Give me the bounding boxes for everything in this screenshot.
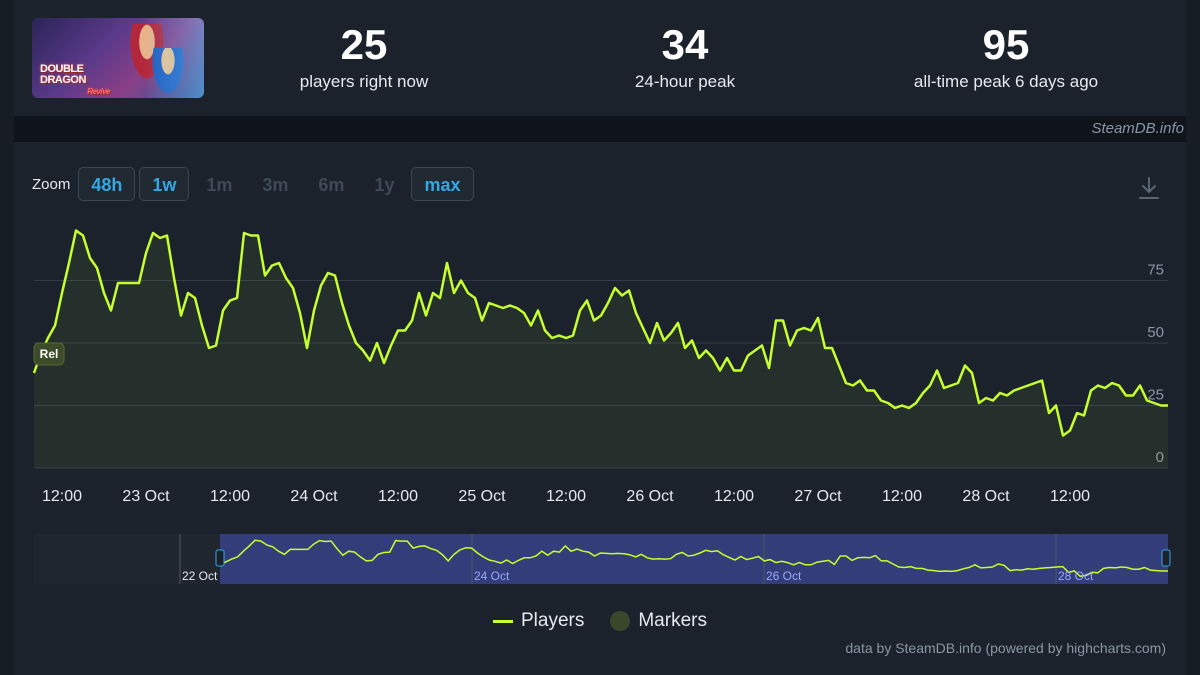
zoom-controls: Zoom 48h 1w 1m 3m 6m 1y max bbox=[32, 166, 478, 202]
stats-header: DOUBLE DRAGON Revive 25 players right no… bbox=[14, 0, 1186, 116]
thumbnail-glow bbox=[144, 18, 204, 98]
navigator-handle-left[interactable] bbox=[215, 549, 225, 567]
legend-item-markers[interactable]: Markers bbox=[610, 610, 707, 632]
chart-panel: 0 25 50 75 12:00 23 Oct 12:00 24 Oct 12:00 25 Oc… bbox=[14, 142, 1186, 675]
range-navigator[interactable]: 22 Oct 24 Oct 26 Oct 28 Oct bbox=[34, 534, 1171, 584]
stat-24h-peak: 34 24-hour peak bbox=[555, 22, 815, 92]
navigator-date-label: 22 Oct bbox=[182, 569, 218, 583]
players-series-line[interactable] bbox=[32, 229, 1168, 437]
x-tick-label: 26 Oct bbox=[626, 488, 674, 505]
x-tick-label: 12:00 bbox=[714, 488, 754, 505]
y-tick-label: 25 bbox=[1147, 387, 1164, 404]
release-marker-label: Rel bbox=[40, 347, 59, 361]
x-tick-label: 24 Oct bbox=[290, 488, 338, 505]
stat-value: 34 bbox=[661, 21, 709, 68]
zoom-label: Zoom bbox=[32, 175, 71, 193]
watermark-bar: SteamDB.info bbox=[14, 116, 1186, 142]
legend-marker-swatch bbox=[610, 611, 631, 631]
zoom-6m-button[interactable]: 6m bbox=[318, 175, 345, 195]
zoom-3m-button[interactable]: 3m bbox=[262, 175, 289, 195]
x-tick-label: 12:00 bbox=[210, 488, 250, 505]
x-tick-label: 25 Oct bbox=[458, 488, 506, 505]
x-axis-ticks: 12:00 23 Oct 12:00 24 Oct 12:00 25 Oct 12:00 26… bbox=[42, 488, 1090, 505]
chart-legend: Players Markers bbox=[14, 610, 1186, 632]
legend-item-players[interactable]: Players bbox=[493, 610, 584, 632]
zoom-1y-button[interactable]: 1y bbox=[374, 175, 395, 195]
game-thumbnail[interactable]: DOUBLE DRAGON Revive bbox=[32, 18, 204, 98]
x-tick-label: 28 Oct bbox=[962, 488, 1010, 505]
zoom-max-button[interactable]: max bbox=[411, 167, 474, 201]
zoom-1m-button[interactable]: 1m bbox=[206, 175, 233, 195]
stat-label: 24-hour peak bbox=[634, 72, 736, 91]
y-axis-ticks: 0 25 50 75 bbox=[1147, 262, 1164, 467]
navigator-handle-right[interactable] bbox=[1161, 549, 1171, 567]
stat-all-time-peak: 95 all-time peak 6 days ago bbox=[876, 22, 1136, 92]
release-marker[interactable]: Rel bbox=[33, 342, 65, 366]
navigator-labels: 22 Oct 24 Oct 26 Oct 28 Oct bbox=[182, 569, 1094, 583]
fighter-blue-figure bbox=[150, 48, 186, 98]
steamdb-watermark: SteamDB.info bbox=[1091, 120, 1184, 137]
y-tick-label: 50 bbox=[1147, 324, 1164, 341]
release-marker-badge[interactable] bbox=[33, 342, 65, 366]
navigator-selected-range[interactable] bbox=[220, 534, 1168, 584]
legend-line-swatch bbox=[493, 619, 513, 623]
navigator-date-label: 28 Oct bbox=[1058, 569, 1094, 583]
y-tick-label: 75 bbox=[1147, 262, 1164, 279]
x-tick-label: 12:00 bbox=[378, 488, 418, 505]
x-tick-label: 23 Oct bbox=[122, 488, 170, 505]
y-tick-label: 0 bbox=[1156, 449, 1164, 466]
stat-label: players right now bbox=[299, 72, 429, 91]
chart-grid bbox=[34, 280, 1168, 469]
zoom-1w-button[interactable]: 1w bbox=[139, 167, 190, 201]
stat-label: all-time peak 6 days ago bbox=[913, 72, 1099, 91]
download-icon[interactable] bbox=[1138, 176, 1160, 200]
x-tick-label: 12:00 bbox=[546, 488, 586, 505]
zoom-48h-button[interactable]: 48h bbox=[78, 167, 136, 201]
chart-credits[interactable]: data by SteamDB.info (powered by highcha… bbox=[845, 640, 1166, 656]
legend-markers-label: Markers bbox=[638, 610, 707, 631]
stat-value: 95 bbox=[982, 21, 1030, 68]
x-tick-label: 12:00 bbox=[1050, 488, 1090, 505]
players-area-fill bbox=[34, 230, 1168, 468]
stat-value: 25 bbox=[340, 21, 388, 68]
navigator-series-line bbox=[219, 539, 1168, 578]
legend-players-label: Players bbox=[521, 610, 585, 631]
navigator-date-label: 26 Oct bbox=[766, 569, 802, 583]
x-tick-label: 12:00 bbox=[42, 488, 82, 505]
x-tick-label: 27 Oct bbox=[794, 488, 842, 505]
navigator-date-label: 24 Oct bbox=[474, 569, 510, 583]
navigator-grid bbox=[179, 534, 1057, 584]
player-count-chart: 0 25 50 75 12:00 23 Oct 12:00 24 Oct 12:00 25 Oc… bbox=[32, 229, 1171, 584]
game-logo: DOUBLE DRAGON Revive bbox=[40, 63, 111, 97]
x-tick-label: 12:00 bbox=[882, 488, 922, 505]
stat-players-now: 25 players right now bbox=[234, 22, 494, 92]
